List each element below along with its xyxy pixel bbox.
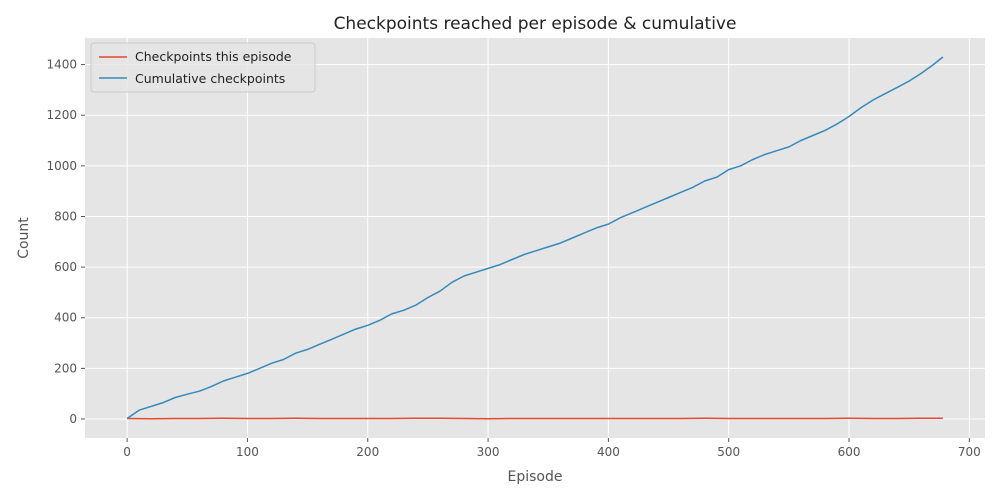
y-tick-label: 200 — [54, 361, 77, 375]
series-line-checkpoints-this-episode — [127, 417, 943, 420]
series-layer — [126, 56, 944, 420]
y-tick-label: 800 — [54, 209, 77, 223]
y-tick-label: 1400 — [46, 58, 77, 72]
x-tick-label: 100 — [236, 445, 259, 459]
x-axis-ticks: 0 100 200 300 400 500 600 700 — [123, 438, 981, 459]
x-axis-label: Episode — [508, 469, 563, 485]
legend-box — [90, 42, 316, 93]
legend: Checkpoints this episode Cumulative chec… — [90, 42, 316, 93]
plot-area — [85, 38, 985, 438]
legend-label-checkpoints-this-episode: Checkpoints this episode — [135, 49, 292, 64]
x-tick-label: 700 — [958, 445, 981, 459]
x-tick-label: 400 — [597, 445, 620, 459]
x-tick-label: 0 — [123, 445, 131, 459]
chart-title: Checkpoints reached per episode & cumula… — [334, 14, 737, 34]
x-tick-label: 500 — [717, 445, 740, 459]
y-tick-label: 1200 — [46, 108, 77, 122]
y-axis-ticks: 0 200 400 600 800 1000 1200 1400 — [46, 58, 85, 426]
x-tick-label: 600 — [838, 445, 861, 459]
x-tick-label: 300 — [477, 445, 500, 459]
y-tick-label: 400 — [54, 311, 77, 325]
series-line-cumulative-checkpoints — [126, 56, 944, 420]
legend-label-cumulative-checkpoints: Cumulative checkpoints — [135, 71, 285, 86]
y-tick-label: 600 — [54, 260, 77, 274]
x-tick-label: 200 — [356, 445, 379, 459]
y-tick-label: 0 — [69, 412, 77, 426]
y-axis-label: Count — [16, 217, 32, 259]
y-tick-label: 1000 — [46, 159, 77, 173]
